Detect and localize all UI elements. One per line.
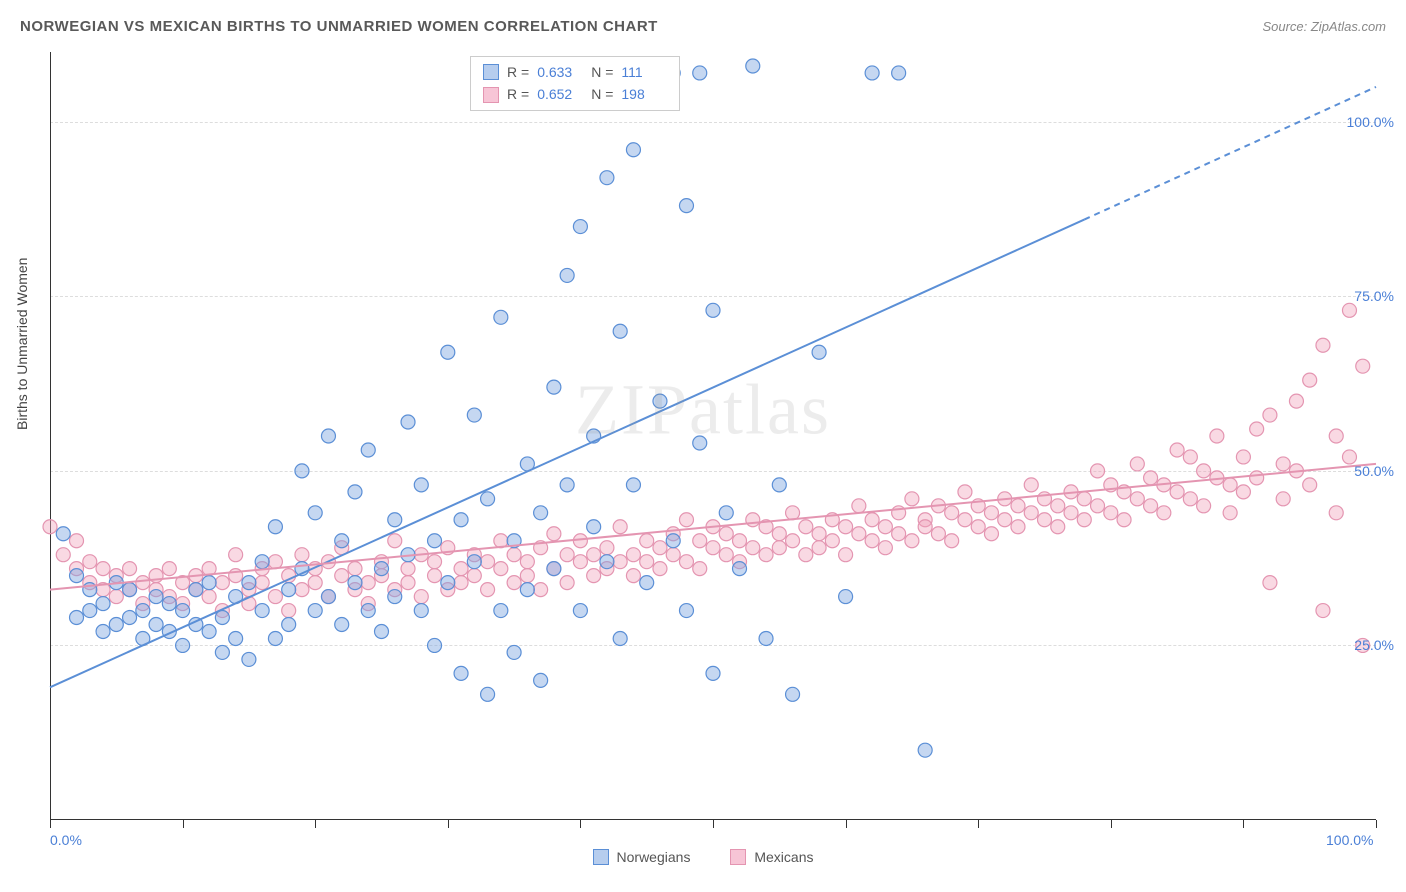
- n-value-norwegians: 111: [621, 61, 667, 83]
- x-tick-label: 0.0%: [50, 832, 82, 848]
- legend-label-norwegians: Norwegians: [617, 849, 691, 865]
- swatch-mexicans: [483, 87, 499, 103]
- x-tick-label: 100.0%: [1326, 832, 1373, 848]
- y-tick-label: 75.0%: [1354, 288, 1394, 304]
- r-value-mexicans: 0.652: [537, 83, 583, 105]
- stats-legend: R = 0.633 N = 111 R = 0.652 N = 198: [470, 56, 680, 111]
- swatch-norwegians: [593, 849, 609, 865]
- r-value-norwegians: 0.633: [537, 61, 583, 83]
- legend-item-mexicans: Mexicans: [730, 849, 813, 865]
- legend-label-mexicans: Mexicans: [754, 849, 813, 865]
- n-label: N =: [591, 61, 613, 83]
- plot-area: [50, 52, 1376, 820]
- y-tick-label: 100.0%: [1347, 114, 1394, 130]
- r-label: R =: [507, 61, 529, 83]
- legend-item-norwegians: Norwegians: [593, 849, 691, 865]
- chart-title: NORWEGIAN VS MEXICAN BIRTHS TO UNMARRIED…: [20, 18, 658, 35]
- stats-row-norwegians: R = 0.633 N = 111: [483, 61, 667, 83]
- chart-svg: [50, 52, 1376, 820]
- series-legend: Norwegians Mexicans: [0, 849, 1406, 868]
- swatch-norwegians: [483, 64, 499, 80]
- stats-row-mexicans: R = 0.652 N = 198: [483, 83, 667, 105]
- y-tick-label: 50.0%: [1354, 463, 1394, 479]
- y-axis-label: Births to Unmarried Women: [14, 258, 30, 430]
- n-value-mexicans: 198: [621, 83, 667, 105]
- y-tick-label: 25.0%: [1354, 637, 1394, 653]
- source-attribution: Source: ZipAtlas.com: [1262, 19, 1386, 34]
- n-label: N =: [591, 83, 613, 105]
- swatch-mexicans: [730, 849, 746, 865]
- r-label: R =: [507, 83, 529, 105]
